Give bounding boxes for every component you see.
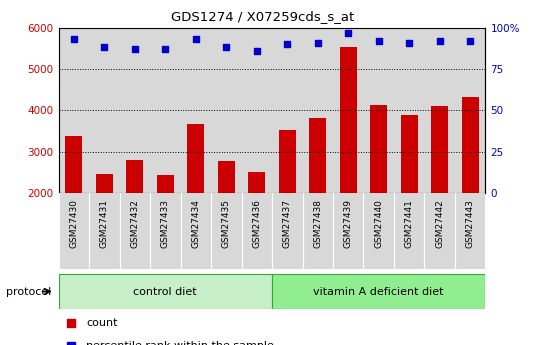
Bar xyxy=(302,193,333,269)
Bar xyxy=(59,28,89,193)
Bar xyxy=(425,193,455,269)
Bar xyxy=(211,28,242,193)
Text: protocol: protocol xyxy=(6,287,51,296)
Point xyxy=(69,37,78,42)
Point xyxy=(100,45,109,50)
Text: GSM27439: GSM27439 xyxy=(344,199,353,248)
Bar xyxy=(363,28,394,193)
Bar xyxy=(302,28,333,193)
Bar xyxy=(309,118,326,276)
Bar xyxy=(455,193,485,269)
Text: GSM27432: GSM27432 xyxy=(131,199,140,248)
Point xyxy=(191,37,200,42)
Text: control diet: control diet xyxy=(133,287,197,296)
Bar xyxy=(333,193,363,269)
Text: GSM27443: GSM27443 xyxy=(466,199,475,248)
Bar xyxy=(455,28,485,193)
Bar xyxy=(211,193,242,269)
Text: vitamin A deficient diet: vitamin A deficient diet xyxy=(314,287,444,296)
Bar xyxy=(431,106,448,276)
Bar xyxy=(272,274,485,309)
Bar xyxy=(119,28,150,193)
Point xyxy=(344,30,353,35)
Bar xyxy=(279,130,296,276)
Text: GSM27431: GSM27431 xyxy=(100,199,109,248)
Point xyxy=(405,40,413,45)
Bar xyxy=(401,115,417,276)
Bar xyxy=(181,193,211,269)
Bar xyxy=(181,28,211,193)
Bar xyxy=(462,97,479,276)
Bar xyxy=(394,193,425,269)
Bar xyxy=(248,172,265,276)
Point xyxy=(67,321,76,326)
Point xyxy=(374,38,383,43)
Bar xyxy=(89,193,119,269)
Text: count: count xyxy=(86,318,118,328)
Bar xyxy=(89,28,119,193)
Text: GSM27440: GSM27440 xyxy=(374,199,383,248)
Text: GSM27430: GSM27430 xyxy=(69,199,78,248)
Text: GSM27433: GSM27433 xyxy=(161,199,170,248)
Bar xyxy=(157,175,174,276)
Text: GSM27437: GSM27437 xyxy=(283,199,292,248)
Point xyxy=(161,46,170,52)
Bar xyxy=(272,193,302,269)
Point xyxy=(313,40,322,45)
Text: GDS1274 / X07259cds_s_at: GDS1274 / X07259cds_s_at xyxy=(171,10,354,23)
Bar xyxy=(333,28,363,193)
Point xyxy=(466,38,475,43)
Bar xyxy=(242,28,272,193)
Point xyxy=(435,38,444,43)
Bar xyxy=(65,136,82,276)
Point xyxy=(131,46,140,52)
Bar xyxy=(96,174,113,276)
Bar xyxy=(272,28,302,193)
Bar xyxy=(59,193,89,269)
Text: GSM27436: GSM27436 xyxy=(252,199,261,248)
Bar xyxy=(187,125,204,276)
Point xyxy=(67,343,76,345)
Bar xyxy=(425,28,455,193)
Bar xyxy=(119,193,150,269)
Point xyxy=(283,41,292,47)
Bar xyxy=(59,274,272,309)
Bar xyxy=(394,28,425,193)
Bar xyxy=(150,28,181,193)
Bar xyxy=(340,47,357,276)
Point xyxy=(252,48,261,53)
Bar xyxy=(218,161,235,276)
Text: percentile rank within the sample: percentile rank within the sample xyxy=(86,341,274,345)
Text: GSM27435: GSM27435 xyxy=(222,199,231,248)
Text: GSM27438: GSM27438 xyxy=(313,199,323,248)
Bar xyxy=(371,105,387,276)
Bar xyxy=(363,193,394,269)
Bar xyxy=(150,193,181,269)
Text: GSM27434: GSM27434 xyxy=(191,199,200,248)
Text: GSM27441: GSM27441 xyxy=(405,199,413,248)
Bar xyxy=(127,160,143,276)
Bar xyxy=(242,193,272,269)
Text: GSM27442: GSM27442 xyxy=(435,199,444,248)
Point xyxy=(222,45,231,50)
